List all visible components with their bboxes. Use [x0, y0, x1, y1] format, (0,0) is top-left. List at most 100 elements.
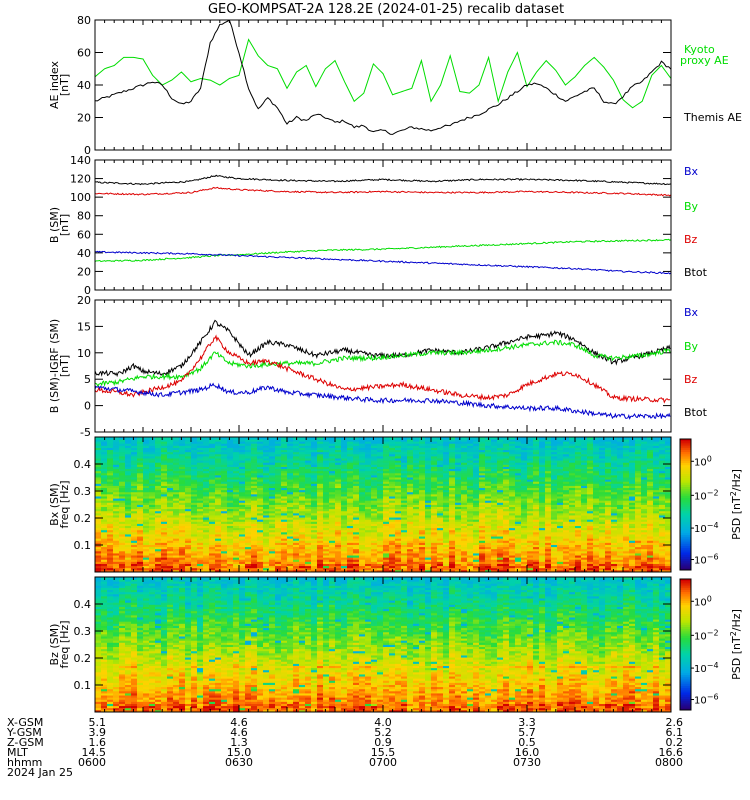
spectrogram-cell [299, 447, 306, 451]
spectrogram-cell [107, 523, 114, 526]
spectrogram-cell [359, 447, 366, 451]
spectrogram-cell [431, 451, 438, 455]
spectrogram-cell [329, 479, 336, 482]
spectrogram-cell [449, 559, 456, 562]
spectrogram-cell [305, 468, 312, 472]
spectrogram-cell [467, 559, 474, 562]
spectrogram-cell [431, 508, 438, 512]
spectrogram-cell [143, 531, 150, 535]
spectrogram-cell [275, 553, 282, 556]
spectrogram-cell [155, 477, 162, 480]
spectrogram-cell [305, 517, 312, 520]
spectrogram-cell [377, 508, 384, 512]
spectrogram-cell [293, 472, 300, 476]
spectrogram-cell [389, 548, 396, 552]
spectrogram-cell [407, 523, 414, 526]
spectrogram-cell [443, 521, 450, 524]
spectrogram-cell [275, 504, 282, 508]
spectrogram-cell [413, 536, 420, 539]
spectrogram-cell [473, 474, 480, 478]
spectrogram-cell [305, 515, 312, 518]
spectrogram-cell [113, 544, 120, 548]
spectrogram-cell [449, 498, 456, 501]
spectrogram-cell [299, 474, 306, 478]
spectrogram-cell [251, 445, 258, 448]
spectrogram-cell [377, 559, 384, 562]
spectrogram-cell [95, 515, 102, 518]
spectrogram-cell [317, 548, 324, 552]
spectrogram-cell [95, 569, 102, 573]
spectrogram-cell [443, 491, 450, 495]
spectrogram-cell [317, 477, 324, 480]
spectrogram-cell [137, 548, 144, 552]
spectrogram-cell [287, 508, 294, 512]
spectrogram-cell [155, 565, 162, 569]
spectrogram-cell [209, 500, 216, 503]
spectrogram-cell [347, 487, 354, 491]
spectrogram-cell [383, 472, 390, 476]
spectrogram-cell [299, 460, 306, 463]
spectrogram-cell [155, 540, 162, 543]
spectrogram-cell [413, 470, 420, 474]
spectrogram-cell [305, 546, 312, 550]
spectrogram-cell [371, 443, 378, 446]
spectrogram-cell [275, 462, 282, 465]
spectrogram-cell [233, 491, 240, 495]
spectrogram-cell [311, 466, 318, 470]
spectrogram-cell [179, 569, 186, 573]
spectrogram-cell [419, 550, 426, 554]
spectrogram-cell [305, 437, 312, 440]
spectrogram-cell [131, 563, 138, 567]
spectrogram-cell [233, 527, 240, 531]
spectrogram-cell [359, 525, 366, 529]
spectrogram-cell [389, 489, 396, 493]
spectrogram-cell [449, 496, 456, 499]
spectrogram-cell [203, 449, 210, 453]
spectrogram-cell [263, 553, 270, 556]
spectrogram-cell [239, 521, 246, 524]
spectrogram-cell [191, 504, 198, 508]
spectrogram-cell [485, 491, 492, 495]
spectrogram-cell [467, 464, 474, 467]
spectrogram-cell [377, 498, 384, 501]
spectrogram-cell [389, 451, 396, 455]
spectrogram-cell [107, 540, 114, 543]
spectrogram-cell [443, 496, 450, 499]
spectrogram-cell [449, 567, 456, 571]
spectrogram-cell [239, 500, 246, 503]
spectrogram-cell [185, 472, 192, 476]
spectrogram-cell [413, 510, 420, 514]
spectrogram-cell [359, 500, 366, 503]
spectrogram-cell [455, 529, 462, 533]
spectrogram-cell [299, 565, 306, 569]
spectrogram-cell [245, 555, 252, 558]
spectrogram-cell [149, 538, 156, 541]
spectrogram-cell [197, 555, 204, 558]
spectrogram-cell [341, 555, 348, 558]
spectrogram-cell [437, 483, 444, 486]
spectrogram-cell [137, 437, 144, 440]
spectrogram-cell [365, 540, 372, 543]
spectrogram-cell [341, 521, 348, 524]
spectrogram-cell [137, 489, 144, 493]
spectrogram-cell [251, 555, 258, 558]
spectrogram-cell [239, 483, 246, 486]
spectrogram-cell [401, 521, 408, 524]
spectrogram-cell [341, 466, 348, 470]
spectrogram-cell [329, 474, 336, 478]
spectrogram-cell [323, 531, 330, 535]
spectrogram-cell [125, 569, 132, 573]
spectrogram-cell [167, 555, 174, 558]
spectrogram-cell [239, 506, 246, 510]
spectrogram-cell [299, 479, 306, 482]
spectrogram-cell [257, 470, 264, 474]
spectrogram-cell [347, 504, 354, 508]
spectrogram-cell [149, 447, 156, 451]
spectrogram-cell [161, 548, 168, 552]
spectrogram-cell [485, 466, 492, 470]
spectrogram-cell [245, 489, 252, 493]
spectrogram-cell [239, 498, 246, 501]
spectrogram-cell [251, 500, 258, 503]
spectrogram-cell [137, 544, 144, 548]
spectrogram-cell [317, 489, 324, 493]
